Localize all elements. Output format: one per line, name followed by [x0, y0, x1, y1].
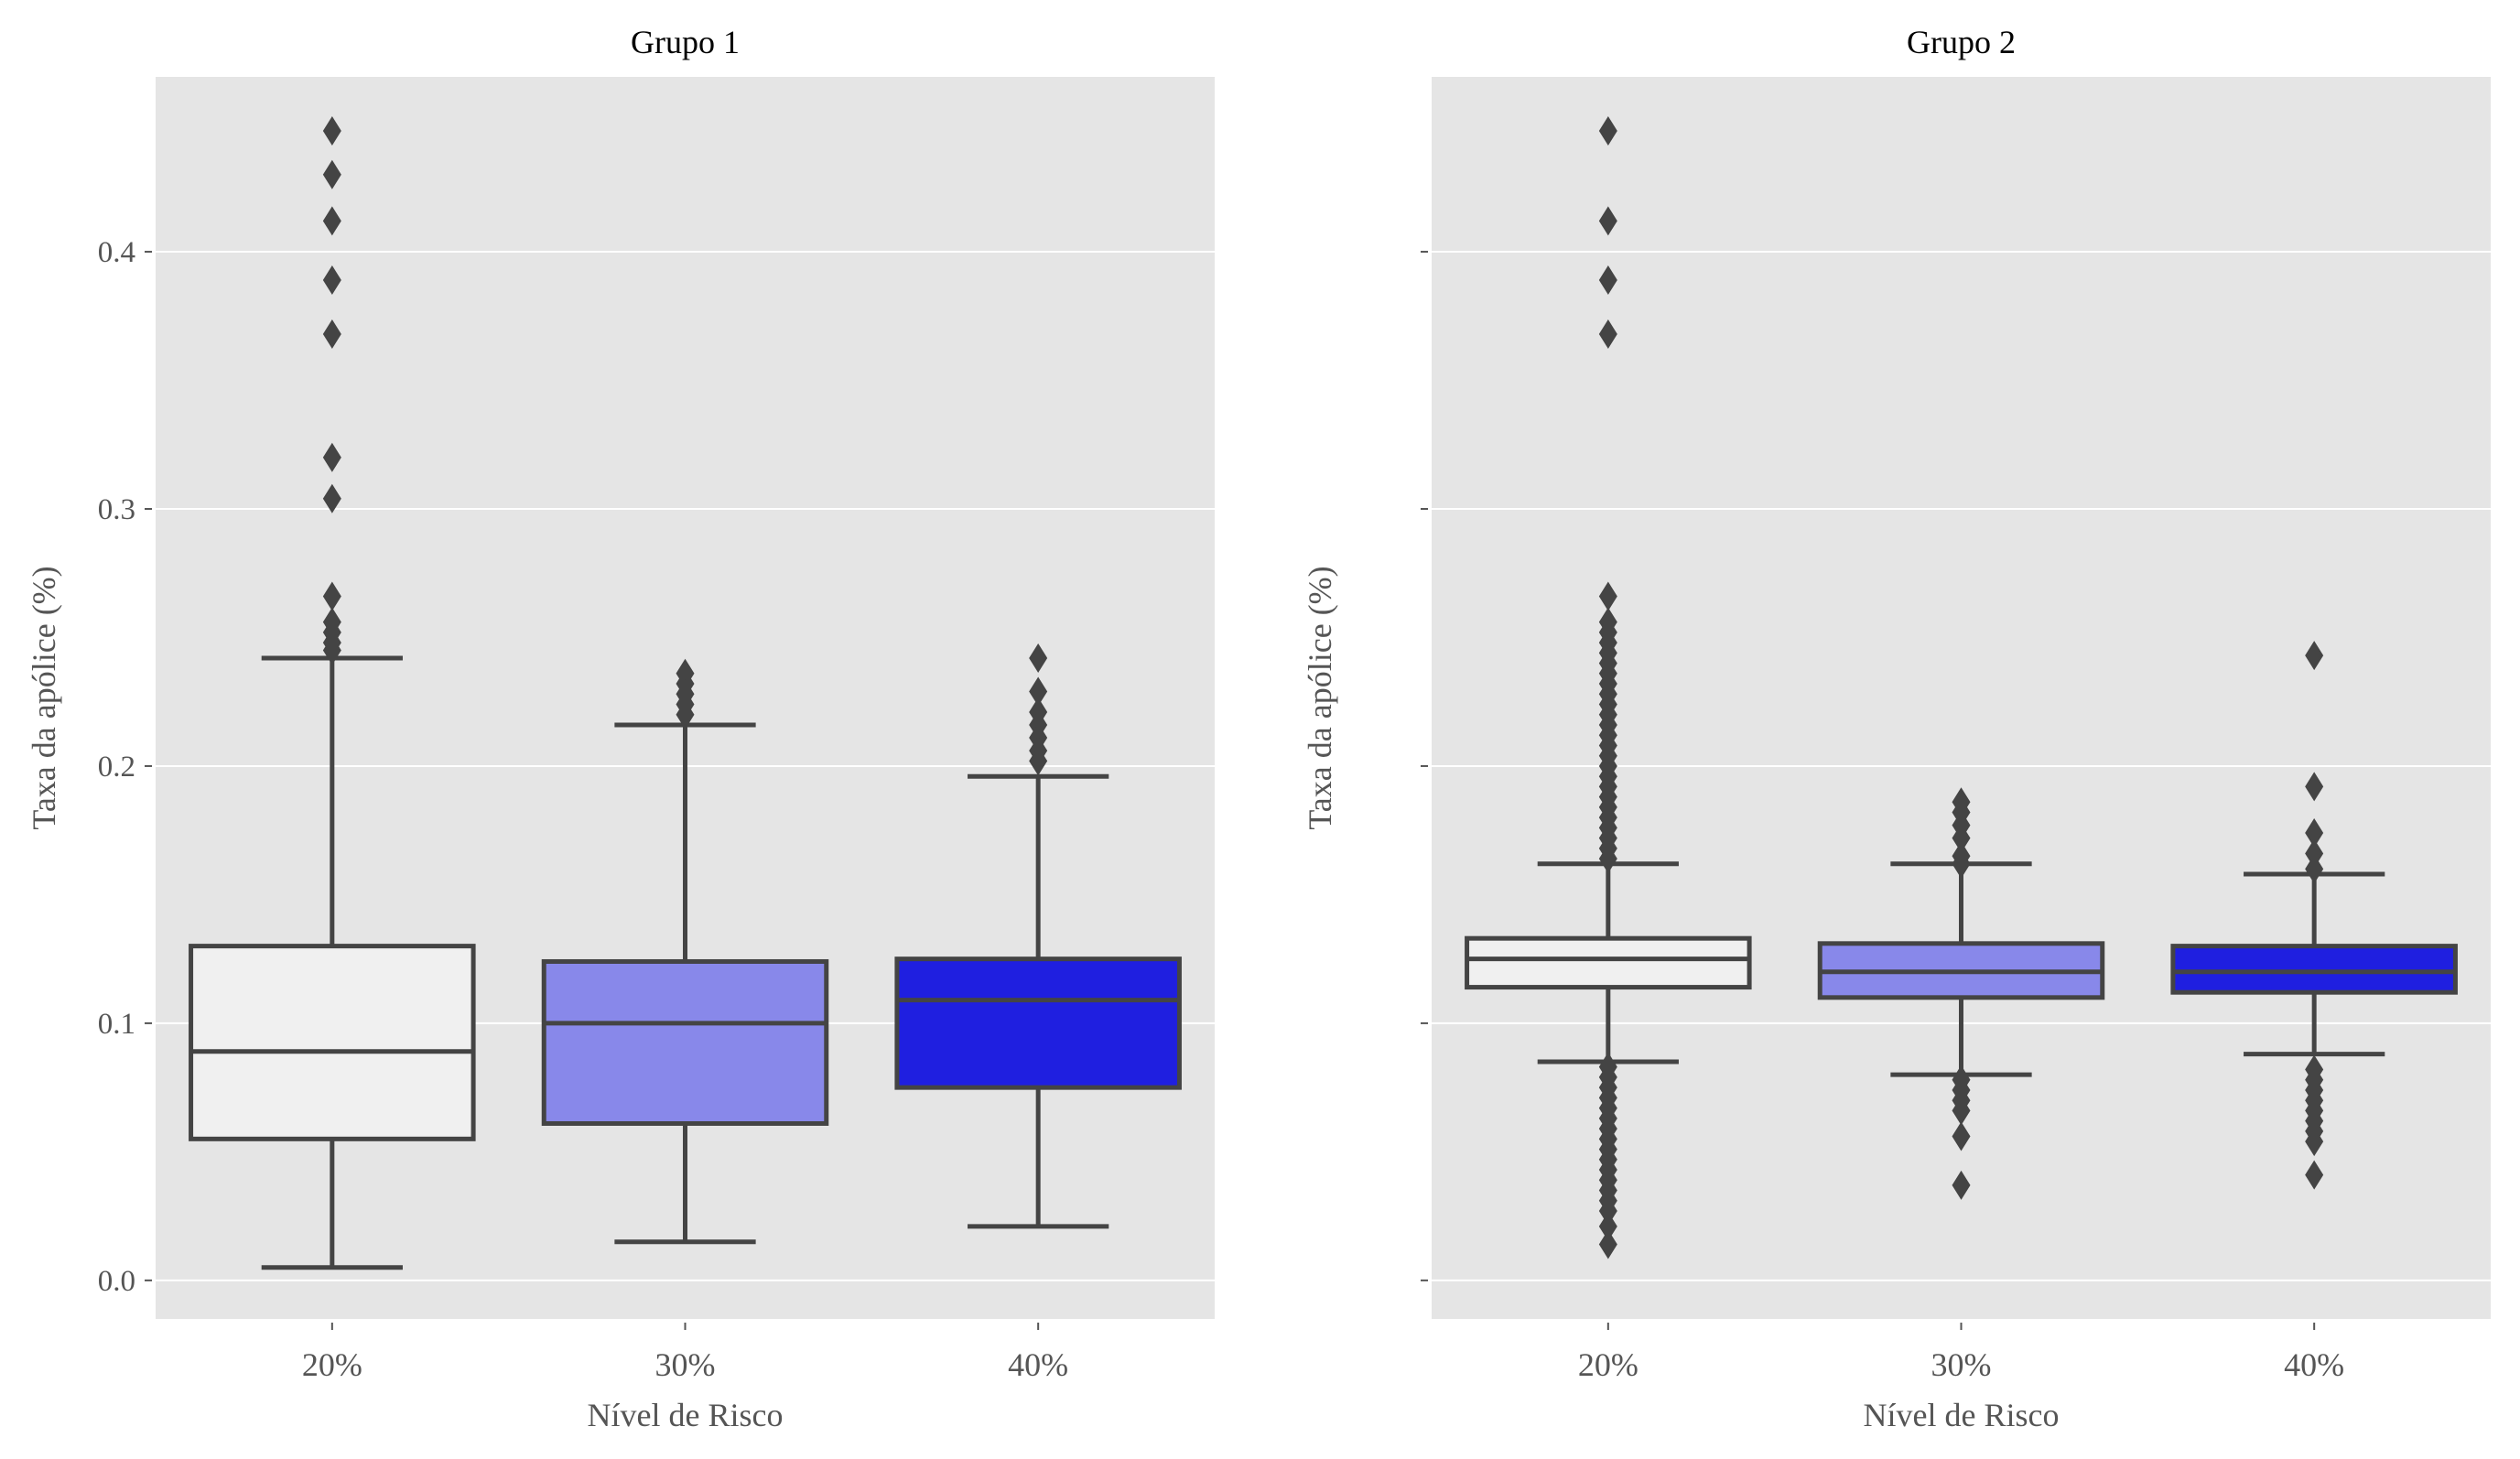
y-axis-label: Taxa da apólice (%) — [1302, 566, 1338, 829]
box-iqr — [894, 956, 1182, 1090]
box-iqr — [541, 958, 829, 1126]
outlier-point — [322, 442, 341, 472]
outlier-point — [1952, 848, 1971, 879]
x-tick-label: 20% — [302, 1346, 362, 1383]
outlier-point — [1952, 823, 1971, 853]
panel-grupo-1: 0.0 0.1 0.2 0.3 0.4 20% 30% 40% Grupo 1 Nível de … — [26, 24, 1215, 1433]
box-40% — [894, 643, 1182, 1229]
outlier-point — [1598, 319, 1617, 349]
outlier-point — [322, 581, 341, 611]
outlier-point — [2305, 818, 2324, 848]
outlier-point — [2305, 1160, 2324, 1190]
chart-title: Grupo 1 — [631, 24, 740, 60]
outlier-point — [1598, 116, 1617, 146]
box-20% — [1465, 116, 1752, 1259]
y-tick-label: 0.0 — [98, 1265, 135, 1298]
x-axis-label: Nível de Risco — [588, 1397, 784, 1433]
outlier-point — [1029, 676, 1048, 707]
outlier-point — [1952, 1096, 1971, 1126]
x-tick-label: 30% — [1931, 1346, 1992, 1383]
x-tick-label: 40% — [1008, 1346, 1068, 1383]
y-tick-label: 0.1 — [98, 1008, 135, 1041]
x-tick-label: 20% — [1578, 1346, 1639, 1383]
y-tick-label: 0.4 — [98, 236, 135, 269]
outlier-point — [1598, 844, 1617, 874]
y-tick-label: 0.3 — [98, 493, 135, 526]
outlier-point — [322, 116, 341, 146]
box-iqr — [2170, 944, 2458, 995]
x-tick-label: 40% — [2284, 1346, 2344, 1383]
outlier-point — [322, 635, 341, 665]
outlier-point — [322, 159, 341, 189]
outlier-point — [2305, 854, 2324, 884]
x-tick-label: 30% — [655, 1346, 716, 1383]
box-40% — [2170, 641, 2458, 1190]
outlier-point — [1952, 1170, 1971, 1200]
y-axis-label: Taxa da apólice (%) — [26, 566, 62, 829]
outlier-point — [676, 699, 695, 730]
outlier-point — [1598, 1229, 1617, 1259]
y-tick-label: 0.2 — [98, 751, 135, 784]
outlier-point — [1029, 643, 1048, 673]
box-20% — [189, 116, 476, 1270]
outlier-point — [2305, 772, 2324, 802]
outlier-point — [322, 319, 341, 349]
outlier-point — [1598, 265, 1617, 295]
outlier-point — [322, 483, 341, 513]
outlier-point — [2305, 1127, 2324, 1157]
outlier-point — [1029, 746, 1048, 776]
outlier-point — [1598, 581, 1617, 611]
x-axis-label: Nível de Risco — [1864, 1397, 2060, 1433]
box-30% — [541, 658, 829, 1245]
box-iqr — [189, 944, 476, 1141]
box-30% — [1817, 787, 2105, 1200]
box-iqr — [1465, 935, 1752, 990]
outlier-point — [2305, 641, 2324, 671]
outlier-point — [322, 206, 341, 236]
outlier-point — [1598, 1196, 1617, 1226]
outlier-point — [1952, 1121, 1971, 1151]
chart-title: Grupo 2 — [1907, 24, 2016, 60]
panel-grupo-2: 20% 30% 40% Grupo 2 Nível de Risco Taxa da ap… — [1302, 24, 2491, 1433]
outlier-point — [322, 265, 341, 295]
outlier-point — [1598, 206, 1617, 236]
outlier-point — [1598, 1211, 1617, 1241]
outlier-point — [2305, 838, 2324, 869]
